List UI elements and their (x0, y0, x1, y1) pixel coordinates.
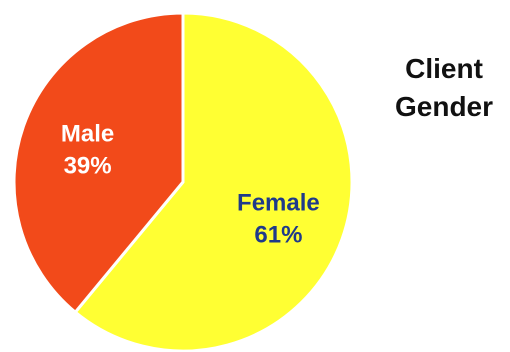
slice-label-male: Male (61, 121, 114, 148)
slice-label-female: Female (237, 189, 320, 216)
slice-percent-male: 39% (64, 153, 112, 180)
slice-label-group-female: Female 61% (237, 189, 320, 248)
chart-title-line-2: Gender (394, 91, 494, 122)
chart-title: Client Gender (378, 50, 510, 126)
pie-slice-male (12, 11, 185, 314)
chart-title-line-1: Client (405, 53, 483, 84)
slice-label-group-male: Male 39% (61, 121, 114, 180)
slice-percent-female: 61% (254, 221, 302, 248)
pie-slice-female (73, 11, 354, 352)
